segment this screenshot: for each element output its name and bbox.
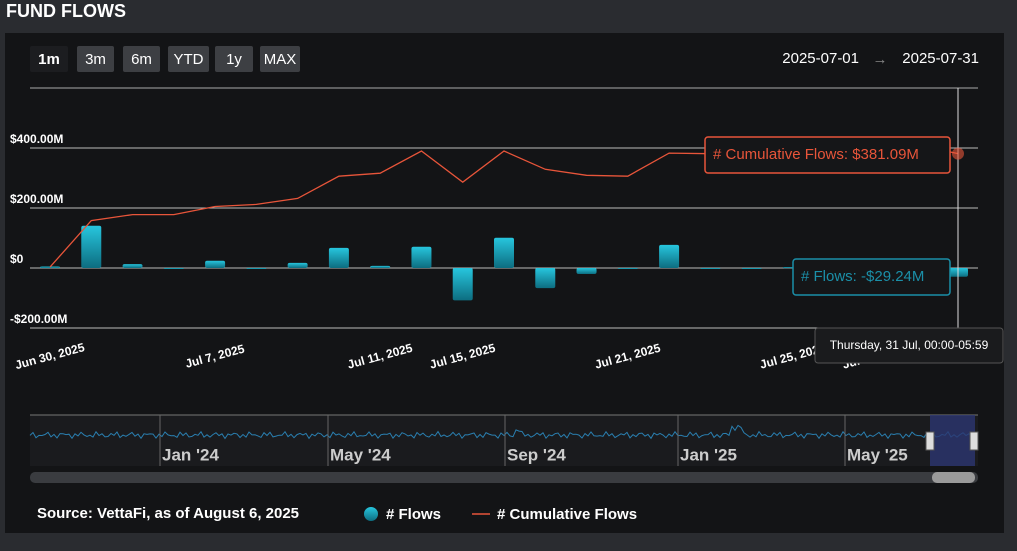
bar	[122, 264, 143, 268]
scrollbar[interactable]	[30, 472, 978, 483]
y-tick-label: $0	[10, 252, 24, 266]
navigator-handle[interactable]	[969, 431, 979, 451]
bar	[40, 266, 60, 268]
navigator-label: May '24	[330, 445, 391, 464]
range-button-label[interactable]: MAX	[264, 51, 297, 68]
navigator-label: Sep '24	[507, 445, 566, 464]
navigator-label: Jan '24	[162, 445, 220, 464]
bar	[659, 244, 680, 268]
tooltip	[792, 258, 951, 296]
bar	[163, 268, 184, 269]
tooltip-title: Thursday, 31 Jul, 00:00-05:59	[830, 338, 989, 352]
range-button[interactable]	[77, 46, 114, 72]
navigator-series	[29, 424, 979, 440]
range-button-label[interactable]: 1y	[226, 51, 242, 68]
bar	[205, 260, 226, 268]
range-button-label[interactable]: 6m	[131, 51, 152, 68]
range-button[interactable]	[30, 46, 68, 72]
range-button-label[interactable]: 1m	[38, 51, 60, 68]
range-button[interactable]	[168, 46, 209, 72]
bar	[81, 225, 102, 268]
y-tick-label: -$200.00M	[10, 312, 67, 326]
navigator[interactable]	[30, 415, 978, 466]
tooltip	[814, 327, 1004, 364]
bar	[287, 262, 308, 268]
tooltip-text: # Cumulative Flows: $381.09M	[713, 146, 919, 163]
hover-marker	[952, 147, 964, 160]
tooltip-text: # Flows: -$29.24M	[801, 268, 924, 285]
bar	[494, 237, 514, 268]
scrollbar-thumb[interactable]	[932, 472, 975, 483]
bar	[328, 247, 349, 268]
bar	[617, 268, 638, 269]
range-button[interactable]	[123, 46, 160, 72]
navigator-label: Jan '25	[680, 445, 737, 464]
tooltip	[704, 136, 951, 174]
bar	[370, 265, 391, 268]
legend-swatch[interactable]	[364, 507, 378, 521]
date-to: 2025-07-31	[902, 50, 979, 67]
bar	[576, 268, 597, 274]
y-tick-label: $400.00M	[10, 132, 63, 146]
bar	[741, 268, 762, 269]
header-title: FUND FLOWS	[6, 1, 126, 21]
range-button[interactable]	[260, 46, 300, 72]
bar	[535, 268, 556, 289]
legend-label[interactable]: # Cumulative Flows	[497, 506, 637, 523]
bar	[452, 268, 473, 301]
bar	[411, 246, 432, 268]
navigator-selection[interactable]	[930, 415, 975, 466]
y-tick-label: $200.00M	[10, 192, 63, 206]
range-button-label[interactable]: 3m	[85, 51, 106, 68]
range-button[interactable]	[215, 46, 253, 72]
source: Source: VettaFi, as of August 6, 2025	[37, 505, 299, 522]
navigator-handle[interactable]	[925, 431, 935, 451]
arrow: →	[873, 51, 888, 68]
date-from: 2025-07-01	[782, 50, 859, 67]
range-button-label[interactable]: YTD	[174, 51, 204, 68]
legend-label[interactable]: # Flows	[386, 506, 441, 523]
bar	[246, 268, 267, 269]
navigator-label: May '25	[847, 445, 908, 464]
bar	[700, 268, 721, 269]
